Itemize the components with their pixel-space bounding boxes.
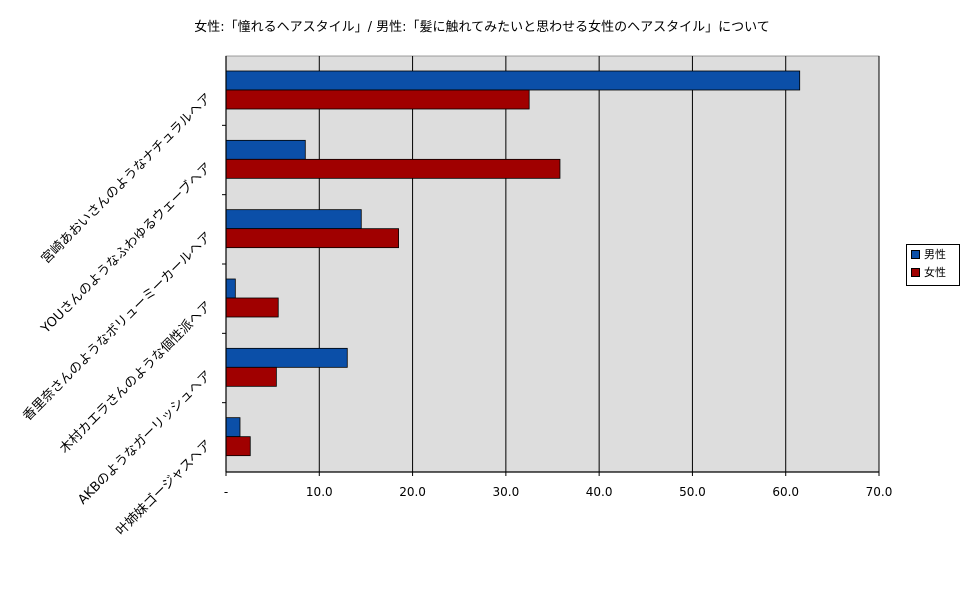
bar-female (225, 297, 279, 318)
legend-label-male: 男性 (924, 248, 946, 261)
category-label: 木村カエラさんのような個性派ヘア (57, 299, 215, 457)
bar-male (225, 139, 306, 160)
legend-label-female: 女性 (924, 266, 946, 279)
category-label: AKBのようなガーリッシュヘア (75, 368, 215, 508)
legend-swatch-male (911, 249, 920, 259)
bar-female (225, 366, 277, 387)
bar-female (225, 436, 251, 457)
bars (225, 70, 801, 457)
bar-male (225, 417, 241, 438)
plot-area (225, 55, 880, 473)
bar-female (225, 158, 561, 179)
legend-swatch-female (911, 267, 920, 277)
bar-female (225, 228, 399, 249)
x-tick-label: 70.0 (866, 485, 893, 499)
x-tick-label: 40.0 (586, 485, 613, 499)
bar-female (225, 89, 530, 110)
legend-item-female: 女性 (907, 263, 959, 281)
legend-item-male: 男性 (907, 245, 959, 263)
x-tick-label: - (224, 485, 228, 499)
bar-male (225, 278, 236, 299)
x-tick-label: 50.0 (679, 485, 706, 499)
x-tick-label: 20.0 (399, 485, 426, 499)
x-tick-label: 30.0 (492, 485, 519, 499)
axes (222, 56, 880, 476)
legend: 男性 女性 (906, 244, 960, 286)
x-tick-label: 10.0 (306, 485, 333, 499)
bar-male (225, 70, 801, 91)
x-tick-label: 60.0 (772, 485, 799, 499)
chart-title: 女性:「憧れるヘアスタイル」/ 男性:「髪に触れてみたいと思わせる女性のヘアスタ… (194, 20, 770, 35)
gridlines (318, 56, 880, 472)
bar-male (225, 209, 362, 230)
bar-male (225, 347, 348, 368)
